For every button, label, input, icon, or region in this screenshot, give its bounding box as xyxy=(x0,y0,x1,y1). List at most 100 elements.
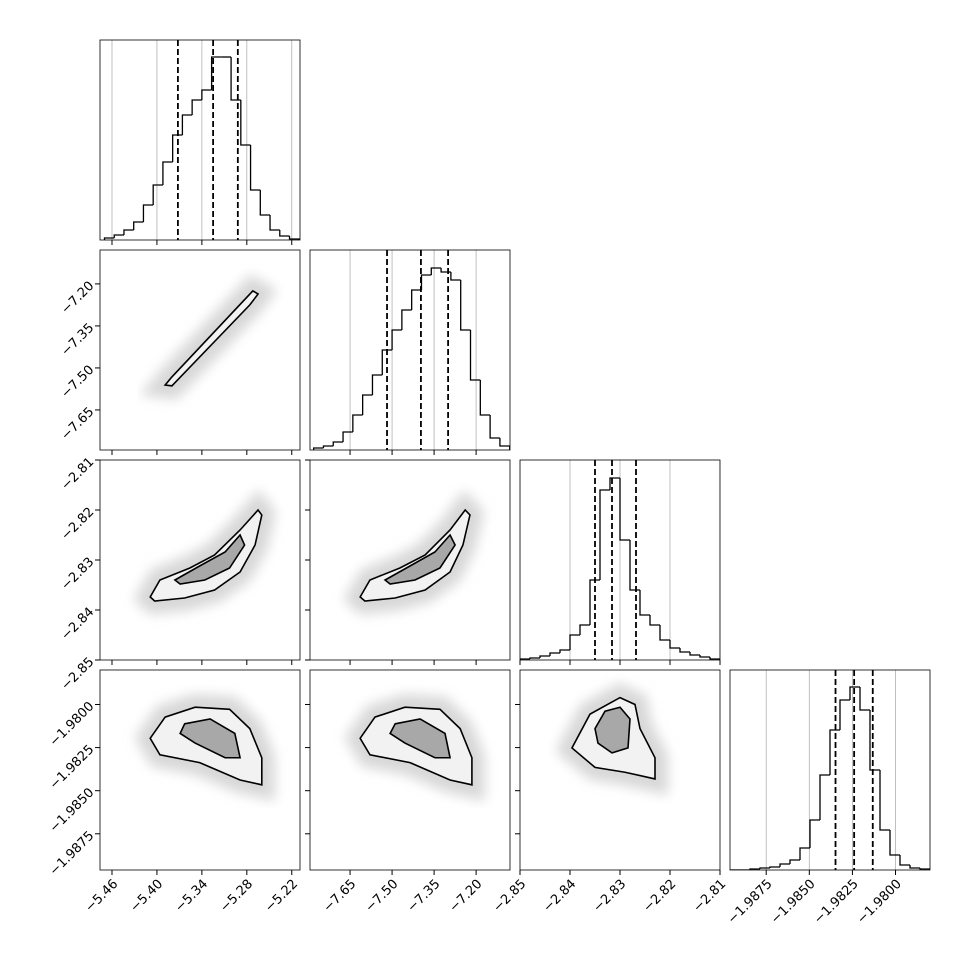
histogram-step xyxy=(152,184,163,205)
histogram-step xyxy=(133,221,144,230)
histogram-step xyxy=(579,624,590,635)
panel-content xyxy=(312,250,510,450)
histogram-step xyxy=(629,540,640,591)
histogram-step xyxy=(142,204,154,222)
pair-panel: −7.65−7.50−7.35−7.20 xyxy=(305,669,511,916)
histogram-step xyxy=(769,866,780,868)
contour xyxy=(594,706,631,754)
panel-frame xyxy=(309,459,511,661)
histogram-step xyxy=(123,229,134,235)
x-tick-label: −7.50 xyxy=(363,877,402,916)
histogram-step xyxy=(371,374,383,395)
histogram-step xyxy=(191,99,202,115)
histogram-step xyxy=(619,478,630,541)
histogram-step xyxy=(269,215,280,231)
y-tick-label: −1.9875 xyxy=(47,828,97,878)
histogram-step xyxy=(332,441,344,446)
histogram-step xyxy=(460,280,471,331)
x-tick-label: −1.9850 xyxy=(768,877,818,927)
histogram-step xyxy=(479,380,491,416)
histogram-panel xyxy=(99,39,301,245)
histogram-step xyxy=(869,710,880,771)
histogram-step xyxy=(201,89,212,100)
y-tick-label: −1.9850 xyxy=(47,785,97,835)
histogram-step xyxy=(103,237,115,240)
histogram-step xyxy=(659,625,670,641)
x-tick-label: −2.83 xyxy=(591,877,630,916)
histogram-step xyxy=(362,394,373,415)
y-tick-label: −2.83 xyxy=(59,555,98,594)
y-tick-label: −7.65 xyxy=(59,405,98,444)
x-tick-label: −5.34 xyxy=(172,877,211,916)
histogram-step xyxy=(549,652,560,656)
panel-content xyxy=(343,489,485,615)
x-tick-label: −5.46 xyxy=(83,877,122,916)
histogram-step xyxy=(529,657,540,659)
panel-frame xyxy=(99,249,301,451)
panel-content xyxy=(520,460,720,660)
histogram-step xyxy=(489,415,500,439)
histogram-step xyxy=(352,414,363,432)
x-tick-label: −1.9800 xyxy=(854,877,904,927)
panel-content xyxy=(134,694,275,802)
panel-content xyxy=(133,489,276,615)
panel-frame xyxy=(729,669,931,871)
panel-frame xyxy=(99,459,301,661)
histogram-step xyxy=(322,445,334,448)
contour xyxy=(383,533,457,585)
histogram-step xyxy=(919,868,930,870)
histogram-step xyxy=(829,729,840,775)
x-tick-label: −1.9875 xyxy=(725,877,775,927)
histogram-step xyxy=(279,230,290,237)
histogram-step xyxy=(759,867,770,869)
histogram-step xyxy=(909,865,920,869)
panel-content xyxy=(344,694,485,802)
y-tick-label: −1.9825 xyxy=(47,742,97,792)
histogram-panel: −1.9875−1.9850−1.9825−1.9800 xyxy=(725,669,931,927)
x-tick-label: −5.40 xyxy=(127,877,166,916)
histogram-step xyxy=(889,830,900,856)
x-tick-label: −2.85 xyxy=(491,877,530,916)
histogram-step xyxy=(569,634,580,650)
histogram-step xyxy=(430,267,442,275)
panel-content xyxy=(555,683,668,796)
panel-content xyxy=(730,670,930,870)
histogram-step xyxy=(450,272,461,281)
y-tick-label: −2.82 xyxy=(59,505,98,544)
histogram-panel xyxy=(519,459,721,665)
histogram-step xyxy=(779,863,790,867)
contour xyxy=(173,533,246,585)
histogram-step xyxy=(181,114,193,135)
x-tick-label: −2.82 xyxy=(641,877,680,916)
histogram-step xyxy=(440,268,451,273)
pair-panel: −7.65−7.50−7.35−7.20 xyxy=(59,249,301,455)
x-tick-label: −1.9825 xyxy=(811,877,861,927)
y-tick-label: −7.50 xyxy=(59,363,98,402)
panel-frame xyxy=(99,669,301,871)
histogram-step xyxy=(520,658,530,660)
histogram-step xyxy=(249,145,261,191)
panel-content xyxy=(103,40,300,240)
histogram-step xyxy=(401,309,412,330)
histogram-step xyxy=(381,349,393,375)
histogram-step xyxy=(639,590,650,616)
y-tick-label: −7.35 xyxy=(59,321,98,360)
histogram-step xyxy=(312,447,324,450)
pair-panel: −5.46 −5.40 −5.34 −5.28 −5.22−1.9875−1.9850−… xyxy=(47,669,301,916)
x-tick-label: −7.65 xyxy=(321,877,360,916)
x-tick-label: −5.22 xyxy=(262,877,301,916)
y-tick-label: −7.20 xyxy=(59,279,98,318)
histogram-step xyxy=(162,161,173,185)
panel-frame xyxy=(519,459,721,661)
histogram-step xyxy=(849,686,860,700)
histogram-panel xyxy=(309,249,511,455)
histogram-step xyxy=(709,657,720,660)
histogram-step xyxy=(899,855,910,866)
contour xyxy=(389,718,452,759)
histogram-step xyxy=(699,655,710,658)
x-tick-label: −2.84 xyxy=(541,877,580,916)
x-tick-label: −2.81 xyxy=(691,877,730,916)
histogram-step xyxy=(819,774,830,820)
panel-frame xyxy=(309,669,511,871)
